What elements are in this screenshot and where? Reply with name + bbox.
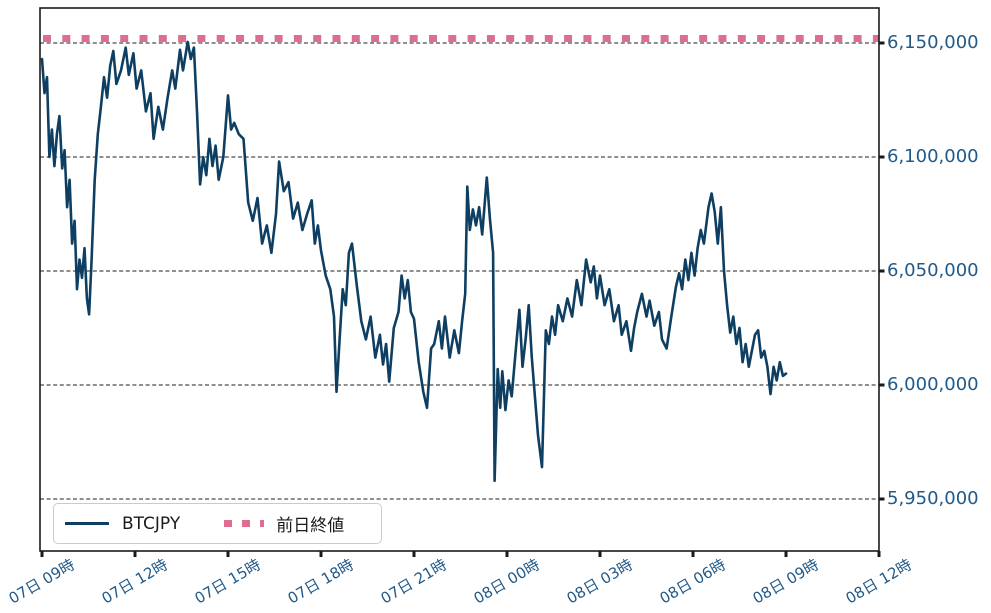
y-tick-label: 6,050,000: [887, 260, 979, 281]
y-tick-label: 5,950,000: [887, 488, 979, 509]
legend-line-sample-icon: [65, 521, 109, 526]
legend: BTCJPY 前日終値: [53, 503, 382, 544]
legend-label-prev-close: 前日終値: [276, 516, 345, 536]
price-line: [40, 40, 788, 483]
plot-border: [39, 7, 880, 552]
y-tick-label: 6,000,000: [887, 374, 979, 395]
y-tick-label: 6,150,000: [887, 32, 979, 53]
y-tick-label: 6,100,000: [887, 146, 979, 167]
legend-label-btcjpy: BTCJPY: [122, 513, 181, 534]
legend-dash-sample-icon: [224, 520, 265, 527]
